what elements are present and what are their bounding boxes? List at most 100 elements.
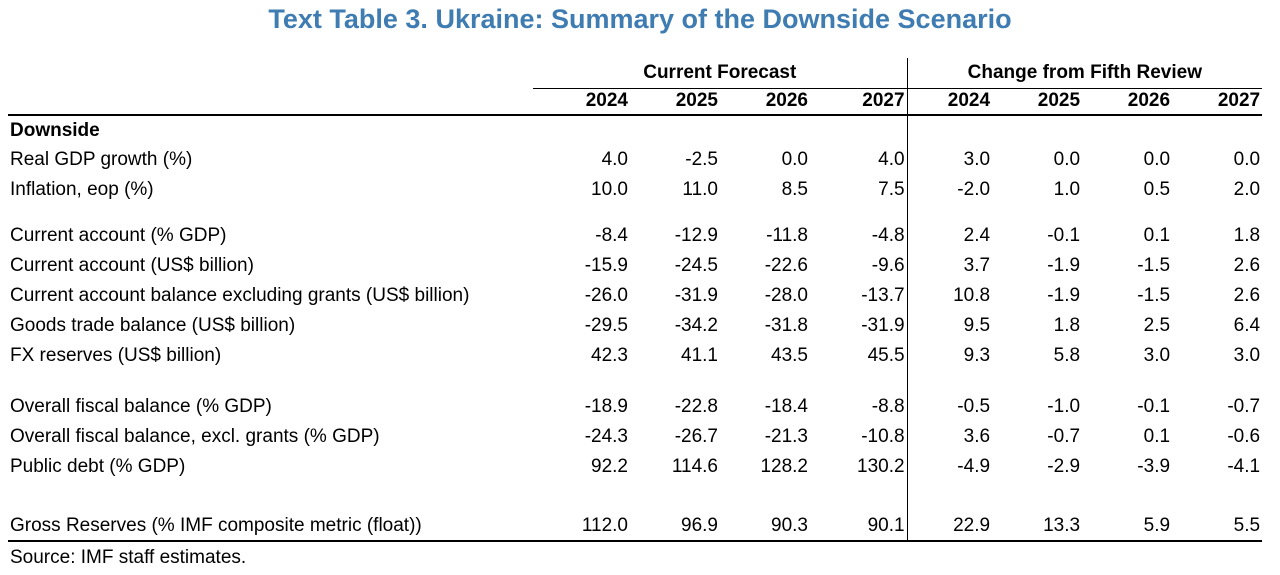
cell-value: -29.5: [584, 315, 628, 336]
table-row: Gross Reserves (% IMF composite metric (…: [8, 511, 1263, 542]
cell-value: -31.9: [861, 315, 905, 336]
cell-value: 128.2: [760, 456, 808, 477]
row-label: Gross Reserves (% IMF composite metric (…: [8, 511, 533, 542]
year-header: 2024: [533, 88, 630, 116]
row-label: Current account (% GDP): [10, 225, 227, 246]
row-label: FX reserves (US$ billion): [10, 345, 222, 366]
row-label: Overall fiscal balance, excl. grants (% …: [10, 426, 380, 447]
cell-value: 0.5: [1143, 179, 1171, 200]
cell-value: 1.8: [1233, 225, 1261, 246]
cell-value: 114.6: [671, 456, 718, 477]
cell-value: -18.4: [764, 396, 808, 417]
cell-value: -18.9: [584, 396, 628, 417]
cell-value: -2.9: [1047, 456, 1081, 477]
cell-value: 90.3: [720, 511, 810, 542]
cell-value: 4.0: [601, 149, 628, 170]
cell-value: -10.8: [861, 426, 905, 447]
row-label: Current account balance excluding grants…: [10, 285, 470, 306]
column-group-change-fifth-review: Change from Fifth Review: [906, 58, 1263, 89]
column-group-current-forecast: Current Forecast: [533, 58, 908, 89]
year-header: 2025: [992, 88, 1083, 116]
cell-value: 2.5: [1143, 315, 1171, 336]
cell-value: -2.5: [685, 149, 718, 170]
cell-value: 1.8: [1053, 315, 1081, 336]
cell-value: 43.5: [771, 345, 808, 366]
cell-value: 5.8: [1053, 345, 1081, 366]
cell-value: -13.7: [861, 285, 905, 306]
table-row: Current account (% GDP) -8.4 -12.9 -11.8…: [8, 221, 1262, 251]
table-row: Real GDP growth (%) 4.0 -2.5 0.0 4.0 3.0…: [8, 145, 1262, 175]
cell-value: -1.5: [1137, 255, 1171, 276]
row-label: Current account (US$ billion): [10, 255, 254, 276]
cell-value: 3.0: [1143, 345, 1171, 366]
row-label: Inflation, eop (%): [10, 179, 154, 200]
cell-value: 45.5: [867, 345, 905, 366]
cell-value: -2.0: [906, 175, 993, 205]
cell-value: 2.6: [1233, 285, 1261, 306]
cell-value: -8.8: [871, 396, 905, 417]
year-header: 2026: [1082, 88, 1173, 116]
cell-value: 0.0: [1053, 149, 1081, 170]
cell-value: -31.8: [764, 315, 808, 336]
section-header-row: Downside: [8, 115, 1262, 145]
year-header: 2027: [810, 88, 908, 116]
row-label: Public debt (% GDP): [10, 456, 186, 477]
empty-corner-cell: [8, 58, 533, 88]
table-row: Current account (US$ billion) -15.9 -24.…: [8, 251, 1262, 281]
cell-value: 92.2: [591, 456, 628, 477]
cell-value: -0.7: [1047, 426, 1081, 447]
cell-value: -0.6: [1227, 426, 1261, 447]
cell-value: -4.1: [1227, 456, 1261, 477]
section-label: Downside: [10, 119, 100, 141]
year-header: 2024: [906, 88, 993, 116]
table-row: Overall fiscal balance, excl. grants (% …: [8, 422, 1262, 452]
row-label: Real GDP growth (%): [10, 149, 193, 170]
cell-value: -31.9: [674, 285, 718, 306]
year-header: 2026: [720, 88, 810, 116]
row-label: Overall fiscal balance (% GDP): [10, 396, 272, 417]
cell-value: 130.2: [857, 456, 905, 477]
cell-value: -22.8: [674, 396, 718, 417]
cell-value: 10.0: [591, 179, 628, 200]
cell-value: 8.5: [781, 179, 808, 200]
cell-value: -21.3: [764, 426, 808, 447]
empty-corner-cell: [8, 88, 533, 116]
cell-value: -24.3: [584, 426, 628, 447]
cell-value: 13.3: [992, 511, 1083, 542]
cell-value: -4.8: [871, 225, 905, 246]
cell-value: 112.0: [533, 511, 630, 542]
spacer-row: [8, 205, 1262, 221]
cell-value: 5.9: [1082, 511, 1173, 542]
cell-value: -11.8: [766, 225, 808, 246]
row-label: Goods trade balance (US$ billion): [10, 315, 296, 336]
cell-value: -26.0: [584, 285, 628, 306]
cell-value: 0.0: [1233, 149, 1261, 170]
cell-value: 11.0: [682, 179, 718, 200]
table-row: Goods trade balance (US$ billion) -29.5 …: [8, 311, 1262, 341]
cell-value: 0.0: [781, 149, 808, 170]
cell-value: -0.5: [906, 392, 993, 422]
cell-value: 5.5: [1172, 511, 1263, 542]
cell-value: 2.6: [1233, 255, 1261, 276]
page: Text Table 3. Ukraine: Summary of the Do…: [0, 3, 1280, 575]
cell-value: 7.5: [878, 179, 905, 200]
cell-value: -8.4: [595, 225, 628, 246]
cell-value: -3.9: [1137, 456, 1171, 477]
source-note: Source: IMF staff estimates.: [10, 547, 247, 568]
cell-value: -1.5: [1137, 285, 1171, 306]
year-header: 2027: [1172, 88, 1263, 116]
downside-scenario-table: Current Forecast Change from Fifth Revie…: [8, 58, 1263, 542]
cell-value: 22.9: [906, 511, 993, 542]
cell-value: 1.0: [1053, 179, 1081, 200]
cell-value: 2.4: [906, 221, 993, 251]
cell-value: -28.0: [764, 285, 808, 306]
cell-value: -1.9: [1047, 285, 1081, 306]
cell-value: 9.5: [906, 311, 993, 341]
cell-value: 42.3: [591, 345, 628, 366]
cell-value: 41.1: [681, 345, 718, 366]
cell-value: -1.9: [1047, 255, 1081, 276]
cell-value: 90.1: [810, 511, 908, 542]
cell-value: -15.9: [584, 255, 628, 276]
cell-value: 96.9: [630, 511, 720, 542]
cell-value: -22.6: [764, 255, 808, 276]
